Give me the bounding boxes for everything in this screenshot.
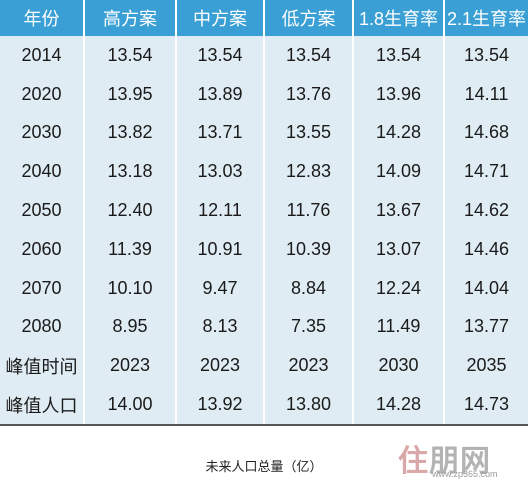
header-row: 年份 高方案 中方案 低方案 1.8生育率 2.1生育率 [0,0,528,36]
table-cell: 12.40 [83,191,176,230]
table-cell: 11.76 [263,191,353,230]
table-cell: 13.54 [263,36,353,75]
table-cell: 13.80 [263,385,353,426]
table-cell: 10.91 [175,229,264,269]
table-caption: 未来人口总量（亿） [205,459,323,474]
watermark-logo: 住朋网 [398,436,491,480]
table-cell: 13.67 [352,191,444,230]
table-cell: 12.83 [263,152,353,192]
table-cell: 2023 [175,346,264,386]
table-row: 2070 10.10 9.47 8.84 12.24 14.04 [0,268,528,308]
table-cell: 13.54 [352,36,444,75]
table-cell: 14.71 [443,152,528,192]
table-row: 2050 12.40 12.11 11.76 13.67 14.62 [0,191,528,230]
table-cell: 14.28 [352,385,444,426]
table-cell: 13.82 [83,113,176,153]
column-header: 1.8生育率 [352,0,444,36]
table-cell: 12.11 [175,191,264,230]
table-cell: 8.84 [263,268,353,308]
population-table: 年份 高方案 中方案 低方案 1.8生育率 2.1生育率 2014 13.54 13.54 13… [0,0,528,426]
watermark-url: www.zp365.com [432,469,498,479]
table-cell: 13.71 [175,113,264,153]
table-row: 2014 13.54 13.54 13.54 13.54 13.54 [0,36,528,75]
table-cell: 13.89 [175,74,264,114]
table-cell: 13.18 [83,152,176,192]
table-cell: 14.73 [443,385,528,426]
row-label-cell: 2070 [21,277,62,298]
table-cell: 14.68 [443,113,528,153]
table-cell: 9.47 [175,268,264,308]
column-header: 年份 [0,0,84,36]
table-cell: 8.95 [83,307,176,347]
table-cell: 13.55 [263,113,353,153]
table-cell: 2023 [83,346,176,386]
row-label-cell: 2014 [21,44,62,65]
table-cell: 2023 [263,346,353,386]
table-cell: 14.00 [83,385,176,426]
table-cell: 8.13 [175,307,264,347]
column-header: 中方案 [175,0,264,36]
row-label-cell: 峰值时间 [5,356,78,377]
table-cell: 2030 [352,346,444,386]
watermark-logo-first-char: 住 [398,445,429,478]
row-label-cell: 2040 [21,161,62,182]
table-cell: 14.11 [443,74,528,114]
table-cell: 13.76 [263,74,353,114]
table-row: 2040 13.18 13.03 12.83 14.09 14.71 [0,152,528,192]
column-header: 高方案 [83,0,176,36]
column-header: 低方案 [263,0,353,36]
table-body: 2014 13.54 13.54 13.54 13.54 13.54 2020 13.95 13… [0,36,528,426]
table-cell: 13.96 [352,74,444,114]
table-row: 2020 13.95 13.89 13.76 13.96 14.11 [0,74,528,114]
row-label-cell: 2020 [21,83,62,104]
row-label-cell: 2050 [21,200,62,221]
table-cell: 14.46 [443,229,528,269]
table-row: 峰值人口 14.00 13.92 13.80 14.28 14.73 [0,385,528,426]
table-cell: 13.54 [83,36,176,75]
table-cell: 13.54 [175,36,264,75]
table-row: 2030 13.82 13.71 13.55 14.28 14.68 [0,113,528,153]
population-table-container: 年份 高方案 中方案 低方案 1.8生育率 2.1生育率 2014 13.54 13.54 13… [0,0,528,426]
column-header: 2.1生育率 [443,0,528,36]
table-cell: 13.95 [83,74,176,114]
table-cell: 13.07 [352,229,444,269]
table-cell: 11.49 [352,307,444,347]
watermark-logo-text: 朋网 [429,445,491,478]
table-cell: 2035 [443,346,528,386]
row-label-cell: 2060 [21,238,62,259]
table-row: 2060 11.39 10.91 10.39 13.07 14.46 [0,229,528,269]
table-cell: 14.04 [443,268,528,308]
table-cell: 10.39 [263,229,353,269]
row-label-cell: 峰值人口 [0,385,84,426]
table-cell: 14.09 [352,152,444,192]
table-cell: 12.24 [352,268,444,308]
table-cell: 13.54 [443,36,528,75]
table-cell: 10.10 [83,268,176,308]
table-cell: 13.77 [443,307,528,347]
table-cell: 7.35 [263,307,353,347]
table-cell: 13.92 [175,385,264,426]
row-label-cell: 2030 [21,122,62,143]
table-row: 2080 8.95 8.13 7.35 11.49 13.77 [0,307,528,347]
table-cell: 13.03 [175,152,264,192]
watermark: 住朋网 www.zp365.com [398,436,524,480]
table-cell: 14.28 [352,113,444,153]
table-cell: 11.39 [83,229,176,269]
table-cell: 14.62 [443,191,528,230]
table-header: 年份 高方案 中方案 低方案 1.8生育率 2.1生育率 [0,0,528,36]
table-row: 峰值时间 2023 2023 2023 2030 2035 [0,346,528,386]
row-label-cell: 2080 [21,316,62,337]
